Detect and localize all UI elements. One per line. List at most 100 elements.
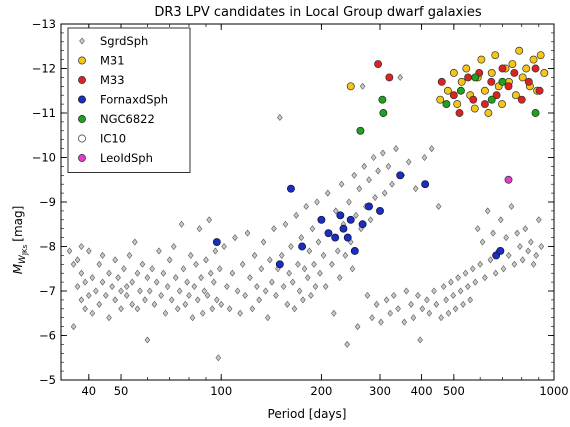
data-point: [498, 77, 507, 86]
data-point: [343, 233, 352, 242]
data-point: [519, 256, 526, 264]
data-point: [96, 300, 103, 308]
data-point: [186, 291, 192, 299]
data-point: [193, 260, 199, 268]
data-point: [390, 291, 397, 299]
data-point: [334, 247, 341, 255]
data-point: [70, 260, 77, 268]
data-point: [342, 251, 349, 259]
data-point: [426, 309, 433, 317]
data-point: [408, 300, 414, 308]
data-point: [450, 291, 457, 299]
data-point: [121, 265, 127, 273]
data-point: [304, 274, 311, 282]
data-point: [492, 91, 501, 100]
data-point: [508, 60, 517, 69]
data-point: [436, 95, 445, 104]
data-point: [99, 251, 106, 259]
data-point: [505, 251, 512, 259]
legend-label-fornaxdsph: FornaxdSph: [100, 93, 168, 107]
data-point: [182, 300, 189, 308]
data-point: [490, 229, 496, 237]
data-point: [214, 296, 220, 304]
data-point: [356, 126, 365, 135]
data-point: [275, 260, 284, 269]
data-point: [504, 82, 513, 91]
data-point: [396, 171, 405, 180]
data-point: [209, 305, 216, 313]
data-point: [258, 265, 265, 273]
data-point: [448, 278, 454, 286]
x-tick-label: 200: [310, 384, 332, 398]
data-point: [144, 274, 151, 282]
data-point: [89, 309, 96, 317]
data-point: [86, 247, 92, 255]
data-point: [456, 86, 465, 95]
data-point: [78, 296, 85, 304]
data-point: [528, 238, 534, 246]
data-point: [403, 287, 410, 295]
data-point: [487, 256, 494, 264]
data-point: [74, 283, 81, 291]
series-fornaxdsph: [212, 171, 505, 269]
data-point: [346, 198, 352, 206]
data-point: [242, 291, 248, 299]
data-point: [395, 305, 401, 313]
data-point: [180, 265, 187, 273]
data-point: [160, 269, 167, 277]
data-point: [232, 234, 238, 242]
legend-marker-ic10: [78, 134, 86, 143]
data-point: [172, 274, 179, 282]
data-point: [518, 73, 527, 82]
data-point: [538, 243, 545, 250]
data-point: [419, 305, 426, 313]
data-point: [482, 274, 488, 282]
y-tick-label: −11: [32, 106, 56, 120]
data-point: [203, 256, 209, 264]
data-point: [364, 291, 371, 299]
data-point: [535, 216, 542, 224]
data-point: [487, 68, 496, 77]
data-point: [103, 291, 109, 299]
data-point: [387, 309, 394, 317]
data-point: [410, 314, 417, 322]
data-point: [462, 64, 471, 73]
data-point: [359, 82, 366, 90]
data-point: [492, 269, 499, 277]
legend: SgrdSph M31 M33 FornaxdSph NGC6822 IC10 LeoIdS…: [67, 27, 191, 173]
data-point: [66, 247, 73, 255]
data-point: [273, 291, 279, 299]
data-point: [86, 291, 92, 299]
data-point: [472, 278, 479, 286]
data-point: [477, 55, 486, 64]
data-point: [315, 238, 322, 246]
data-point: [284, 300, 291, 308]
legend-marker-m33: [78, 76, 86, 84]
axis-ticks-layer: 40 50 100 200 300 400 500 1000 −5 −6 −7 −8 −9 −10 −11 −…: [32, 17, 569, 398]
data-point: [393, 145, 399, 153]
legend-marker-leoidsph: [78, 154, 86, 162]
data-point: [464, 73, 473, 82]
legend-label-sgrdsph: SgrdSph: [100, 34, 148, 48]
data-point: [421, 154, 428, 161]
data-point: [460, 300, 466, 308]
data-point: [247, 274, 253, 282]
data-point: [349, 265, 356, 273]
legend-label-ic10: IC10: [100, 132, 126, 146]
data-point: [331, 233, 340, 242]
data-point: [199, 309, 206, 317]
data-point: [417, 336, 423, 344]
data-point: [278, 251, 285, 259]
data-point: [424, 296, 430, 304]
data-point: [383, 296, 390, 304]
legend-label-m33: M33: [100, 73, 125, 87]
data-point: [498, 64, 507, 73]
data-point: [415, 291, 421, 299]
data-point: [289, 278, 296, 286]
data-point: [536, 51, 545, 60]
data-point: [93, 287, 99, 295]
data-point: [142, 296, 148, 304]
y-tick-label: −9: [39, 195, 56, 209]
data-point: [361, 162, 368, 170]
x-tick-label: 50: [114, 384, 129, 398]
